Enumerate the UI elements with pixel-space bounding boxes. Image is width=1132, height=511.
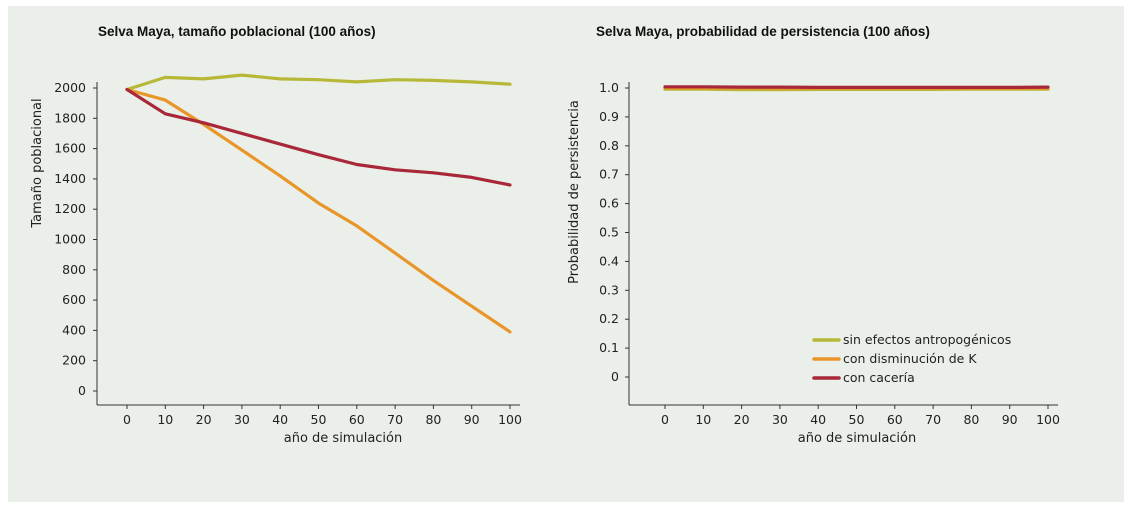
y-tick-label: 0.2 (599, 311, 619, 326)
x-tick-label: 20 (196, 412, 212, 427)
y-tick-label: 1400 (54, 171, 86, 186)
figure-panel: Selva Maya, tamaño poblacional (100 años… (8, 6, 1124, 502)
x-tick-label: 100 (498, 412, 522, 427)
chart-2: Selva Maya, probabilidad de persistencia… (567, 24, 1060, 446)
y-tick-label: 800 (62, 262, 86, 277)
y-tick-label: 0 (611, 369, 619, 384)
y-tick-label: 0.1 (599, 340, 619, 355)
y-tick-label: 600 (62, 292, 86, 307)
y-tick-label: 200 (62, 353, 86, 368)
x-tick-label: 70 (925, 412, 941, 427)
y-tick-label: 0.4 (599, 253, 619, 268)
x-tick-label: 0 (661, 412, 669, 427)
x-axis-label: año de simulación (798, 431, 917, 446)
series-line-sin_efectos (125, 73, 512, 92)
y-tick-label: 1000 (54, 232, 86, 247)
y-tick-label: 0.6 (599, 196, 619, 211)
y-tick-label: 0.9 (599, 109, 619, 124)
y-tick-label: 0 (78, 383, 86, 398)
x-tick-label: 60 (887, 412, 903, 427)
legend-label: sin efectos antropogénicos (843, 332, 1011, 347)
x-tick-label: 30 (772, 412, 788, 427)
y-tick-label: 0.8 (599, 138, 619, 153)
x-tick-label: 50 (849, 412, 865, 427)
legend-label: con cacería (843, 370, 915, 385)
y-tick-label: 0.3 (599, 282, 619, 297)
x-tick-label: 10 (157, 412, 173, 427)
y-tick-label: 1600 (54, 141, 86, 156)
x-tick-label: 0 (123, 412, 131, 427)
x-tick-label: 10 (695, 412, 711, 427)
x-tick-label: 40 (810, 412, 826, 427)
x-tick-label: 50 (311, 412, 327, 427)
y-tick-label: 2000 (54, 80, 86, 95)
x-axis-label: año de simulación (284, 431, 403, 446)
series-line-disminucion_k (125, 87, 512, 334)
x-tick-label: 40 (272, 412, 288, 427)
x-tick-label: 70 (387, 412, 403, 427)
y-axis-label: Tamaño poblacional (30, 98, 45, 228)
y-tick-label: 0.7 (599, 167, 619, 182)
series-line-caceria (663, 85, 1050, 90)
x-tick-label: 90 (464, 412, 480, 427)
legend-label: con disminución de K (843, 351, 977, 366)
x-tick-label: 100 (1036, 412, 1060, 427)
x-tick-label: 80 (425, 412, 441, 427)
series-line-caceria (125, 87, 512, 187)
y-tick-label: 0.5 (599, 225, 619, 240)
y-tick-label: 1200 (54, 201, 86, 216)
y-tick-label: 1800 (54, 110, 86, 125)
legend: sin efectos antropogénicos con disminució… (812, 332, 1011, 385)
chart-title: Selva Maya, probabilidad de persistencia… (596, 24, 930, 39)
y-tick-label: 1.0 (599, 80, 619, 95)
x-tick-label: 90 (1002, 412, 1018, 427)
charts-svg: Selva Maya, tamaño poblacional (100 años… (30, 24, 1060, 446)
x-tick-label: 20 (734, 412, 750, 427)
x-tick-label: 60 (349, 412, 365, 427)
chart-title: Selva Maya, tamaño poblacional (100 años… (98, 24, 376, 39)
x-tick-label: 30 (234, 412, 250, 427)
y-tick-label: 400 (62, 322, 86, 337)
y-axis-label: Probabilidad de persistencia (567, 100, 582, 284)
chart-1: Selva Maya, tamaño poblacional (100 años… (30, 24, 522, 446)
x-tick-label: 80 (963, 412, 979, 427)
